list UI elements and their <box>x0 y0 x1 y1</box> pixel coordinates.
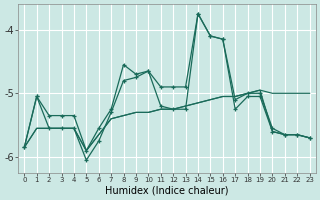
X-axis label: Humidex (Indice chaleur): Humidex (Indice chaleur) <box>105 186 229 196</box>
